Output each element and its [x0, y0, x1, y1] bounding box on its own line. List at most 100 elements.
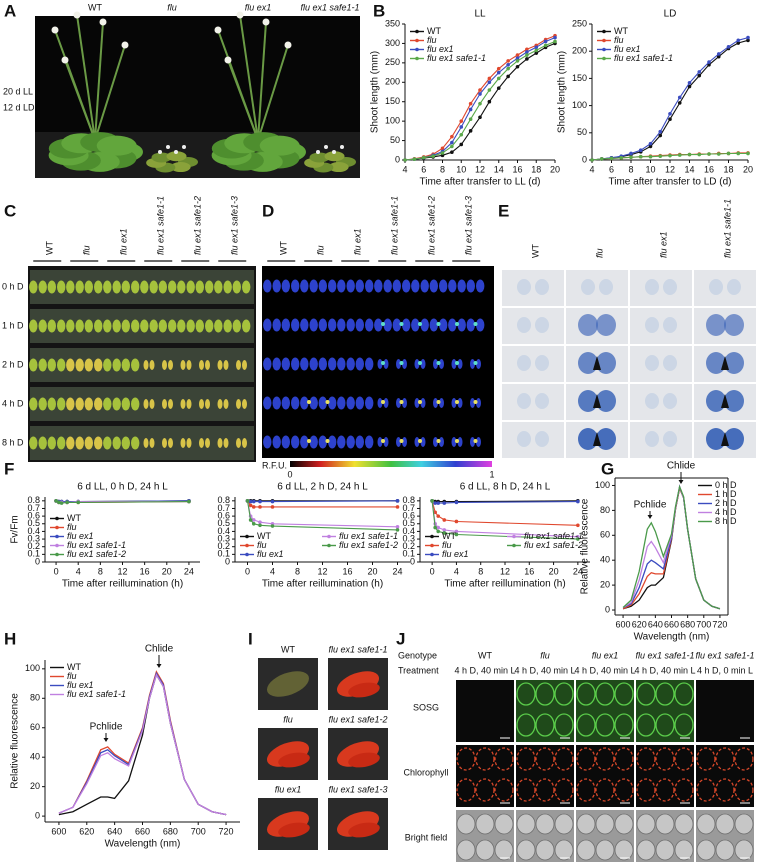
cotyledon — [663, 317, 677, 333]
genotype-label: flu ex1 — [119, 228, 129, 255]
cotyledon — [645, 317, 659, 333]
cotyledon — [706, 428, 726, 450]
y-tick-label: 0 — [410, 556, 415, 566]
photo-cell — [630, 308, 692, 344]
cotyledon — [205, 438, 210, 448]
fluorescence-spot — [381, 361, 385, 365]
cotyledon — [281, 396, 290, 410]
cotyledon — [75, 397, 84, 411]
cotyledon — [149, 399, 155, 409]
cotyledon — [365, 396, 374, 410]
series-line — [431, 500, 578, 540]
data-point — [487, 76, 492, 81]
cell — [734, 839, 754, 861]
data-point — [440, 146, 445, 151]
x-tick-label: 4 — [589, 164, 594, 174]
cotyledon — [47, 319, 56, 333]
data-point — [54, 499, 58, 503]
fluorescence-spot — [436, 361, 441, 365]
chloroplast-outline — [516, 778, 536, 802]
genotype-label: flu — [316, 245, 326, 255]
data-point — [248, 503, 253, 508]
cotyledon — [392, 279, 401, 293]
data-point — [442, 518, 447, 522]
legend-marker — [415, 56, 419, 61]
cotyledon — [272, 396, 281, 410]
cotyledon — [177, 319, 186, 333]
cotyledon — [66, 436, 75, 450]
data-point — [534, 51, 539, 55]
y-axis-label: Relative fluorescence — [580, 498, 591, 594]
chloroplast-outline — [494, 778, 514, 802]
cotyledon — [162, 360, 167, 370]
cotyledon — [365, 357, 374, 371]
cotyledon — [195, 319, 204, 333]
photo-cell — [502, 422, 564, 458]
cotyledon — [396, 398, 401, 408]
cotyledon — [706, 352, 726, 374]
x-tick-label: 20 — [367, 566, 377, 576]
x-tick-label: 700 — [191, 826, 206, 836]
treatment-label: 4 h D, 40 min L — [574, 665, 635, 675]
legend-marker — [430, 543, 434, 548]
cotyledon — [596, 314, 616, 336]
data-point — [716, 54, 721, 59]
genotype-label: flu — [594, 248, 604, 258]
cotyledon — [466, 279, 475, 293]
data-point — [496, 66, 501, 71]
cell — [715, 839, 735, 861]
legend-marker — [55, 534, 59, 539]
legend-marker — [55, 516, 59, 521]
cotyledon — [383, 279, 392, 293]
cell — [614, 813, 634, 835]
legend-label: flu ex1 — [427, 44, 454, 54]
photo-cell — [502, 270, 564, 306]
cotyledon — [383, 437, 389, 447]
cotyledon — [242, 280, 251, 294]
cotyledon — [121, 358, 130, 372]
cotyledon — [57, 397, 66, 411]
legend-label: WT — [614, 26, 628, 36]
treatment-label: 4 h D, 0 min L — [697, 665, 753, 675]
legend-marker — [327, 543, 331, 548]
cotyledon — [709, 279, 723, 295]
legend-marker — [415, 29, 419, 34]
data-point — [648, 144, 653, 149]
cotyledon — [328, 357, 337, 371]
chloroplast-outline — [655, 747, 675, 771]
x-tick-label: 10 — [645, 164, 655, 174]
legend-label: 8 h D — [715, 516, 737, 526]
cotyledon — [180, 438, 186, 448]
x-tick-label: 640 — [107, 826, 122, 836]
fluorescence-spot — [473, 439, 478, 443]
fluorescence-spot — [325, 439, 330, 443]
chloroplast-outline — [576, 778, 596, 802]
data-point — [736, 38, 741, 43]
cotyledon — [724, 390, 744, 412]
cotyledon — [177, 280, 186, 294]
leaf — [328, 162, 349, 173]
cell — [636, 813, 656, 835]
legend-label: flu ex1 — [67, 531, 94, 541]
cotyledon — [29, 358, 38, 372]
data-point — [270, 505, 275, 509]
cell-outline — [674, 682, 694, 706]
chloroplast-outline — [636, 747, 656, 771]
cotyledon — [29, 397, 38, 411]
flower — [73, 11, 81, 19]
y-tick-label: 80 — [600, 505, 610, 515]
cotyledon — [131, 436, 140, 450]
cell — [696, 839, 716, 861]
y-tick-label: 0.6 — [402, 510, 415, 520]
cotyledon — [149, 319, 158, 333]
data-point — [697, 152, 702, 157]
fluorescence-spot — [418, 361, 422, 365]
chloroplast-outline — [636, 778, 656, 802]
cotyledon — [451, 359, 457, 369]
cotyledon — [186, 319, 195, 333]
cotyledon — [596, 428, 616, 450]
data-point — [609, 156, 614, 161]
cotyledon — [581, 279, 595, 295]
cotyledon — [223, 319, 232, 333]
fluorescence-spot — [455, 361, 459, 365]
